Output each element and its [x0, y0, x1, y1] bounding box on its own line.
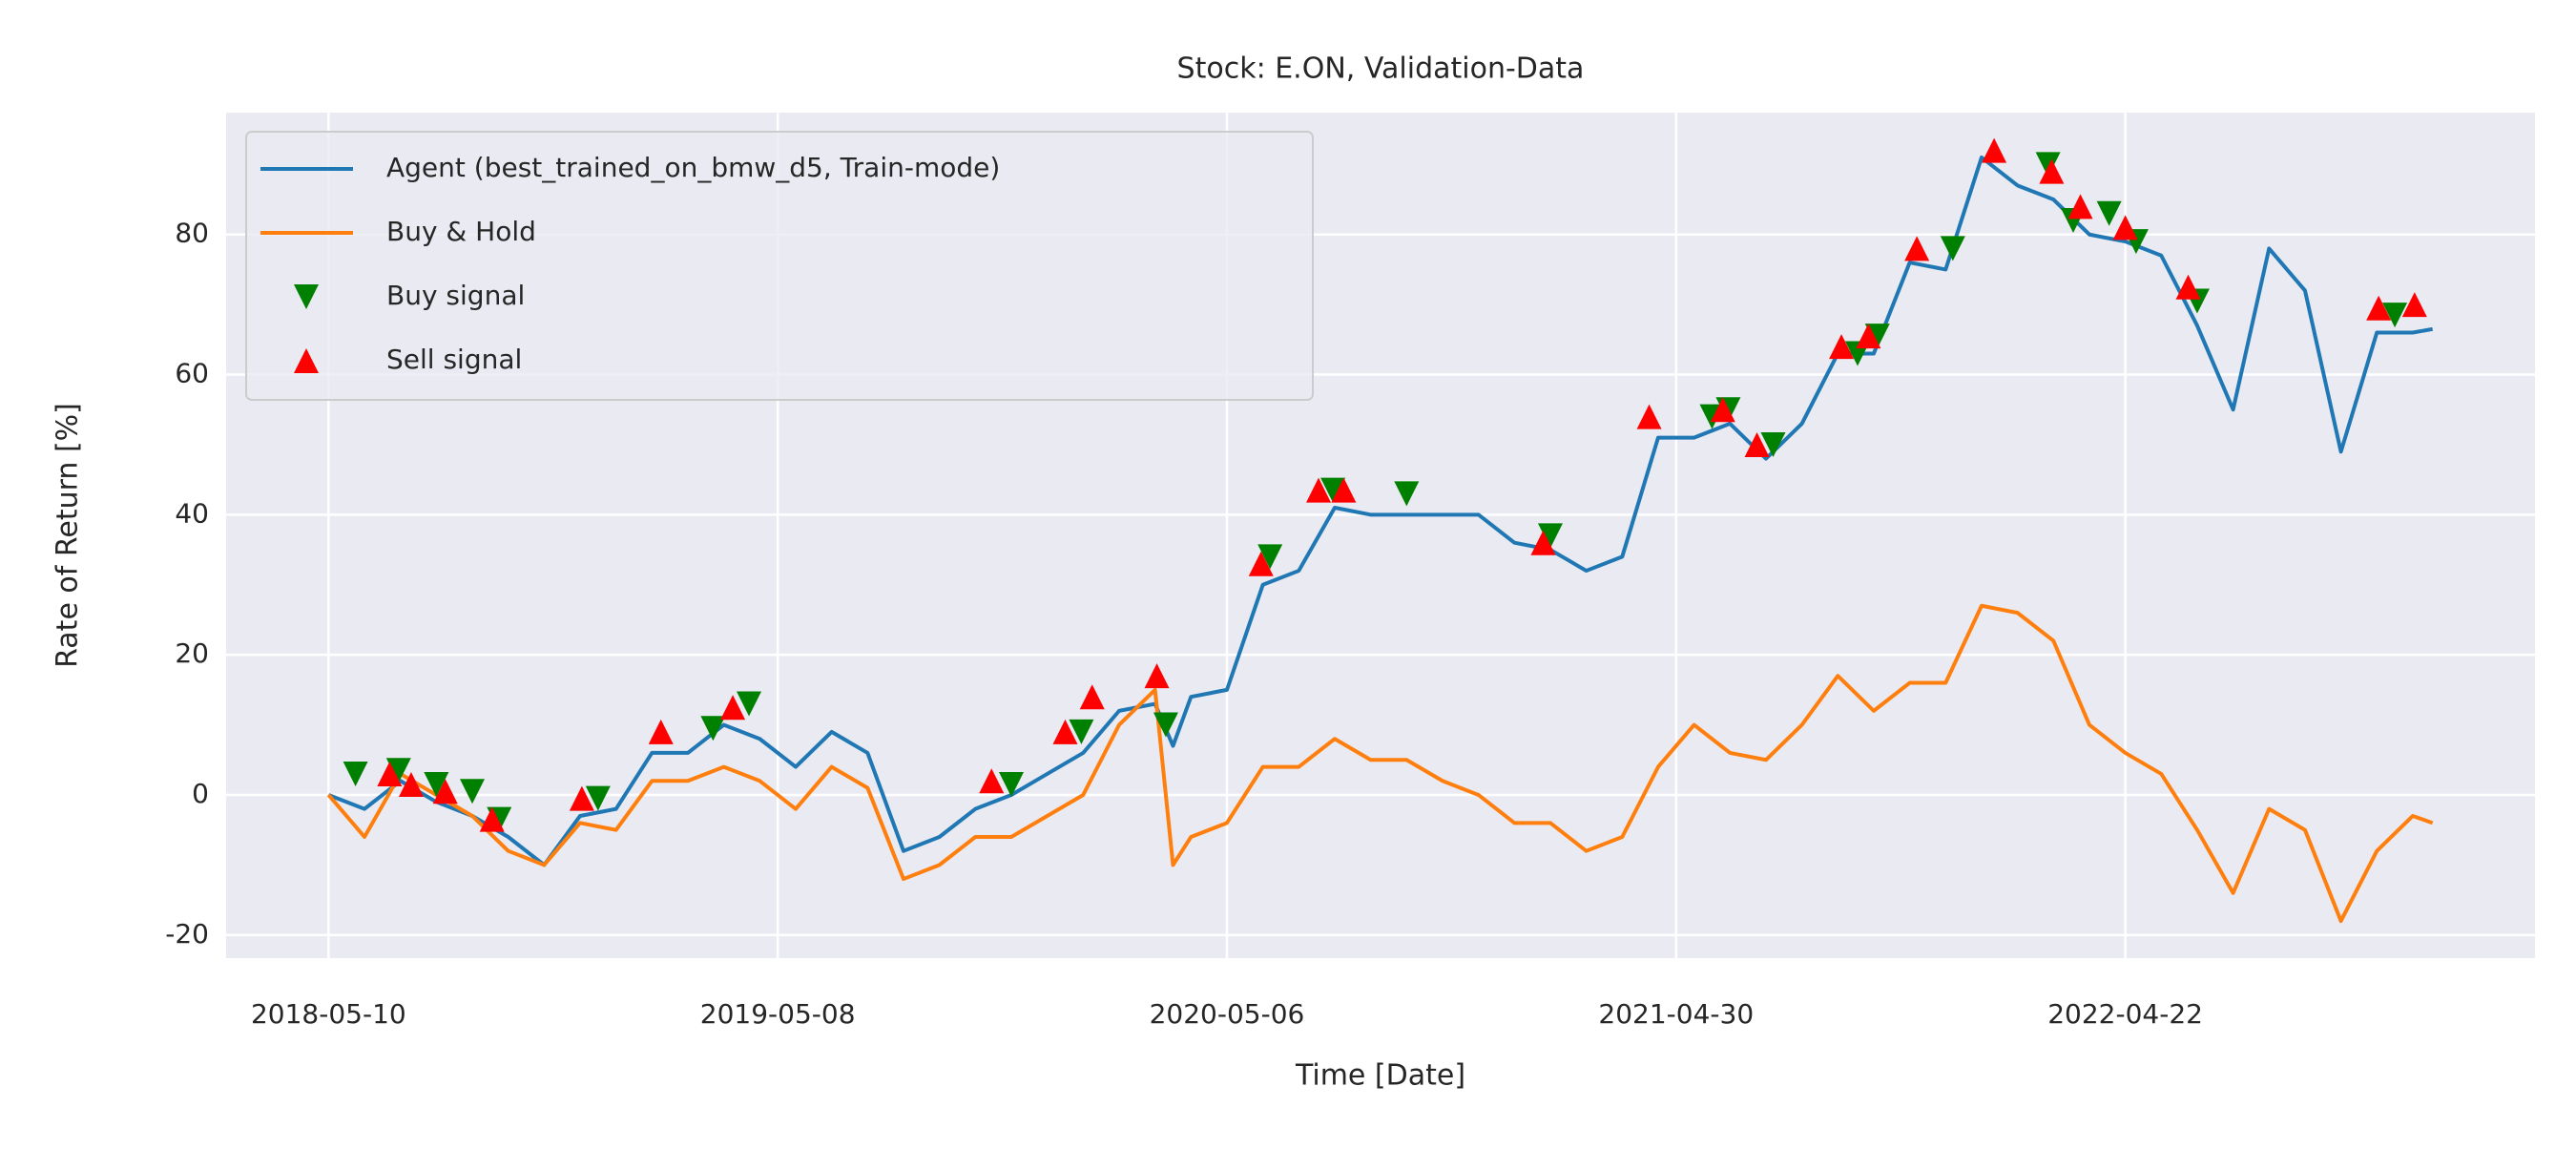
signal-marker — [1052, 719, 1078, 744]
signal-marker — [2096, 200, 2122, 226]
legend-label: Buy signal — [386, 280, 525, 311]
signal-marker — [1306, 477, 1332, 503]
y-tick-label: 60 — [175, 358, 209, 389]
x-tick-label: 2021-04-30 — [1598, 998, 1754, 1030]
signal-marker — [1248, 551, 1274, 576]
signal-marker — [2035, 152, 2061, 178]
legend-box — [245, 131, 1314, 401]
signal-marker — [377, 761, 403, 786]
signal-marker — [460, 779, 486, 804]
signal-marker — [1069, 719, 1094, 744]
signal-marker — [2039, 158, 2065, 184]
signal-marker — [979, 768, 1005, 794]
chart-title: Stock: E.ON, Validation-Data — [1177, 52, 1585, 86]
x-tick-label: 2022-04-22 — [2047, 998, 2203, 1030]
signal-marker — [1710, 397, 1735, 423]
signal-marker — [2401, 292, 2427, 318]
signal-marker — [1257, 544, 1283, 570]
y-axis-label: Rate of Return [%] — [52, 403, 85, 668]
signal-marker — [1982, 137, 2007, 163]
signal-marker — [479, 806, 505, 832]
signal-marker — [700, 716, 726, 742]
signal-marker — [1331, 477, 1357, 503]
signal-marker — [1829, 334, 1855, 360]
signal-marker — [1394, 481, 1420, 507]
signal-marker — [585, 785, 611, 811]
signal-marker — [1530, 530, 1556, 555]
legend-marker — [294, 284, 319, 309]
signal-marker — [343, 761, 368, 786]
signal-marker — [720, 695, 746, 721]
signal-marker — [1079, 684, 1105, 710]
signal-marker — [737, 691, 762, 717]
signal-marker — [1537, 523, 1563, 549]
x-tick-label: 2018-05-10 — [251, 998, 406, 1030]
signal-marker — [424, 771, 449, 797]
signal-marker — [398, 771, 424, 797]
signal-marker — [2366, 295, 2392, 321]
signal-marker — [1856, 324, 1881, 349]
x-tick-label: 2019-05-08 — [700, 998, 856, 1030]
series-line — [326, 603, 2434, 924]
x-axis-label: Time [Date] — [1295, 1059, 1465, 1093]
y-tick-label: 80 — [175, 218, 209, 249]
y-tick-label: 20 — [175, 637, 209, 669]
signal-marker — [1320, 477, 1346, 503]
signal-marker — [569, 785, 594, 811]
y-tick-label: -20 — [165, 918, 209, 950]
x-tick-label: 2020-05-06 — [1150, 998, 1305, 1030]
signal-marker — [2175, 274, 2201, 300]
signal-marker — [2112, 215, 2138, 240]
signal-marker — [1636, 404, 1662, 429]
series-line — [327, 155, 2433, 867]
signal-marker — [1940, 236, 1965, 261]
legend-marker — [294, 348, 319, 373]
signal-marker — [998, 771, 1024, 797]
signal-marker — [1144, 663, 1170, 689]
signal-marker — [1744, 431, 1770, 457]
signal-marker — [1760, 431, 1786, 457]
legend-label: Buy & Hold — [386, 216, 536, 247]
signal-marker — [2382, 303, 2408, 328]
signal-marker — [1153, 712, 1178, 738]
signal-marker — [385, 758, 411, 783]
legend-label: Sell signal — [386, 344, 522, 375]
signal-marker — [1904, 236, 1930, 261]
signal-marker — [432, 779, 458, 804]
signal-marker — [2067, 194, 2093, 219]
signal-marker — [648, 719, 674, 744]
y-tick-label: 40 — [175, 497, 209, 529]
legend-label: Agent (best_trained_on_bmw_d5, Train-mod… — [386, 152, 1000, 183]
y-tick-label: 0 — [192, 778, 209, 809]
